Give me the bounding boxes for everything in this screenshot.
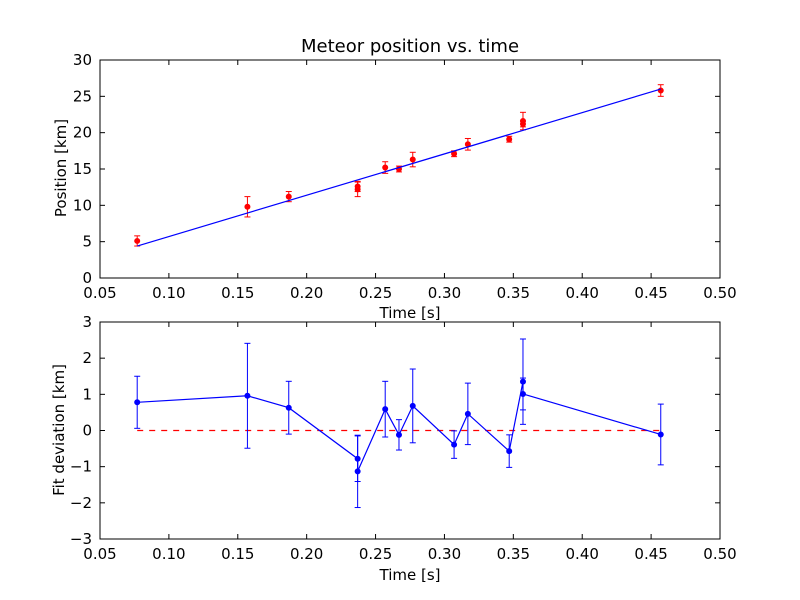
deviation-plot-ytick-label: −3 xyxy=(70,530,92,548)
position-plot-data-point xyxy=(354,186,361,193)
deviation-plot-ytick-label: −2 xyxy=(70,494,92,512)
position-plot-ytick-label: 5 xyxy=(82,233,92,251)
position-plot-ytick-label: 25 xyxy=(73,87,92,105)
deviation-plot-data-point xyxy=(506,448,513,455)
deviation-plot-data-point xyxy=(244,392,251,399)
deviation-plot-xtick-label: 0.40 xyxy=(566,545,599,563)
position-plot-xtick-label: 0.25 xyxy=(359,284,392,302)
position-plot-xtick-label: 0.20 xyxy=(290,284,323,302)
position-plot-fit-line xyxy=(137,88,661,247)
deviation-plot-data-point xyxy=(409,402,416,409)
position-plot-ytick-label: 15 xyxy=(73,160,92,178)
position-plot-ytick-label: 20 xyxy=(73,124,92,142)
position-plot-xtick-label: 0.50 xyxy=(703,284,736,302)
deviation-plot-data-point xyxy=(657,431,664,438)
position-plot-data-point xyxy=(134,237,141,244)
deviation-plot-data-point xyxy=(134,399,141,406)
deviation-plot-xtick-label: 0.30 xyxy=(428,545,461,563)
deviation-plot-xtick-label: 0.05 xyxy=(83,545,116,563)
deviation-plot-xtick-label: 0.25 xyxy=(359,545,392,563)
position-plot-xtick-label: 0.35 xyxy=(497,284,530,302)
deviation-plot-data-point xyxy=(382,406,389,413)
position-plot-ylabel: Position [km] xyxy=(52,119,70,217)
position-plot-ytick-label: 30 xyxy=(73,51,92,69)
position-plot-data-point xyxy=(382,164,389,171)
deviation-plot-ylabel: Fit deviation [km] xyxy=(50,364,68,496)
position-plot-xtick-label: 0.05 xyxy=(83,284,116,302)
deviation-plot-data-point xyxy=(354,468,361,475)
deviation-plot-xlabel: Time [s] xyxy=(379,566,441,584)
deviation-plot-data-point xyxy=(451,441,458,448)
deviation-plot-xtick-label: 0.50 xyxy=(703,545,736,563)
deviation-plot-data-point xyxy=(519,390,526,397)
deviation-plot: Time [s] Fit deviation [km] 0.05 0.10 0.15… xyxy=(50,313,737,584)
position-plot-data-point xyxy=(506,136,513,143)
position-plot-xlabel: Time [s] xyxy=(379,304,441,322)
deviation-plot-xtick-label: 0.15 xyxy=(221,545,254,563)
position-plot-xtick-label: 0.45 xyxy=(634,284,667,302)
deviation-plot-data-point xyxy=(464,410,471,417)
deviation-plot-ytick-label: 3 xyxy=(82,313,92,331)
deviation-plot-data-point xyxy=(395,431,402,438)
position-plot-xtick-label: 0.10 xyxy=(152,284,185,302)
deviation-plot-xtick-label: 0.35 xyxy=(497,545,530,563)
deviation-plot-ytick-label: 0 xyxy=(82,422,92,440)
position-plot-data-point xyxy=(285,193,292,200)
position-plot-data-point xyxy=(244,203,251,210)
deviation-plot-ytick-label: −1 xyxy=(70,458,92,476)
position-plot: Meteor position vs. time Time [s] Positi… xyxy=(52,36,737,322)
position-plot-data-point xyxy=(657,87,664,94)
position-plot-xtick-label: 0.30 xyxy=(428,284,461,302)
deviation-plot-ytick-label: 2 xyxy=(82,349,92,367)
deviation-plot-data-point xyxy=(285,404,292,411)
position-plot-data-point xyxy=(409,156,416,163)
deviation-plot-ytick-label: 1 xyxy=(82,385,92,403)
position-plot-ytick-label: 0 xyxy=(82,269,92,287)
position-plot-ytick-label: 10 xyxy=(73,196,92,214)
position-plot-data-point xyxy=(519,120,526,127)
position-plot-xtick-label: 0.15 xyxy=(221,284,254,302)
deviation-plot-xtick-label: 0.20 xyxy=(290,545,323,563)
deviation-plot-xtick-label: 0.10 xyxy=(152,545,185,563)
position-plot-xtick-label: 0.40 xyxy=(566,284,599,302)
position-plot-title: Meteor position vs. time xyxy=(301,36,519,57)
deviation-plot-xtick-label: 0.45 xyxy=(634,545,667,563)
